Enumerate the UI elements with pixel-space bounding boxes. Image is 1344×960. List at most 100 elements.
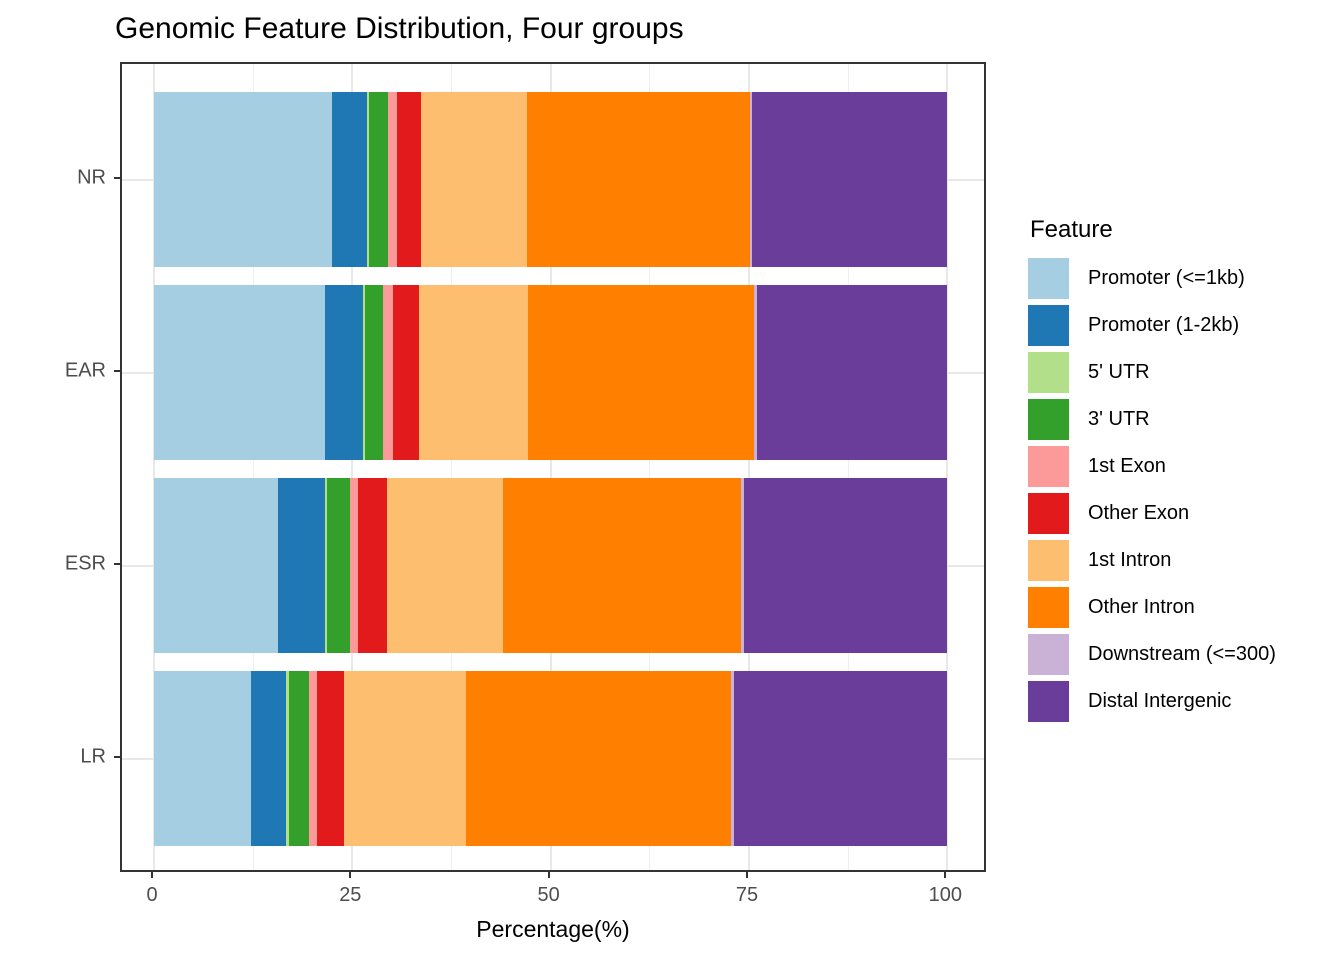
bar-segment xyxy=(325,285,363,460)
x-axis-tick-label: 0 xyxy=(146,884,158,906)
bar-segment xyxy=(366,92,369,267)
x-axis-tick xyxy=(745,872,748,878)
x-axis-tick-label: 50 xyxy=(537,884,560,906)
legend-key-swatch xyxy=(1028,540,1069,581)
legend-item: Downstream (<=300) xyxy=(1028,634,1276,675)
bar-segment xyxy=(331,92,367,267)
y-axis-tick xyxy=(114,562,120,565)
bar-row-esr xyxy=(154,478,948,653)
bar-segment xyxy=(420,92,527,267)
legend-key-swatch xyxy=(1028,681,1069,722)
bar-segment xyxy=(349,478,358,653)
legend-item-label: Promoter (<=1kb) xyxy=(1088,267,1245,289)
legend-key-swatch xyxy=(1028,258,1069,299)
bar-segment xyxy=(754,285,757,460)
legend-item: Other Intron xyxy=(1028,587,1276,628)
x-axis-tick xyxy=(944,872,947,878)
legend-item-label: Promoter (1-2kb) xyxy=(1088,314,1240,336)
bar-segment xyxy=(288,671,309,846)
legend-item: 1st Exon xyxy=(1028,446,1276,487)
legend-key-swatch xyxy=(1028,399,1069,440)
bar-segment xyxy=(396,92,421,267)
bar-segment xyxy=(317,671,345,846)
legend-item-label: 1st Intron xyxy=(1088,549,1172,571)
legend-item: Promoter (1-2kb) xyxy=(1028,305,1276,346)
bar-row-lr xyxy=(154,671,948,846)
bar-segment xyxy=(744,478,948,653)
x-axis-tick xyxy=(349,872,352,878)
bar-segment xyxy=(465,671,732,846)
legend-item-label: Downstream (<=300) xyxy=(1088,643,1276,665)
x-axis-tick-label: 25 xyxy=(339,884,362,906)
y-axis-tick xyxy=(114,755,120,758)
legend-items: Promoter (<=1kb) Promoter (1-2kb) 5' UTR 3'… xyxy=(1028,258,1276,722)
legend-key-swatch xyxy=(1028,493,1069,534)
bar-segment xyxy=(392,285,419,460)
legend-key-swatch xyxy=(1028,305,1069,346)
gridline-minor xyxy=(649,64,651,870)
plot-panel xyxy=(120,62,986,872)
bar-segment xyxy=(250,671,287,846)
y-axis-tick-label: ESR xyxy=(64,552,106,574)
gridline-major xyxy=(549,64,552,870)
legend-item-label: Other Exon xyxy=(1088,502,1190,524)
x-axis-title: Percentage(%) xyxy=(476,916,630,942)
bar-row-nr xyxy=(154,92,948,267)
legend-item-label: 1st Exon xyxy=(1088,455,1166,477)
bar-segment xyxy=(752,92,948,267)
bar-segment xyxy=(527,285,755,460)
x-axis-tick xyxy=(151,872,153,878)
bar-segment xyxy=(503,478,741,653)
gridline-major xyxy=(351,64,354,870)
legend-item-label: 5' UTR xyxy=(1088,361,1150,383)
bar-segment xyxy=(526,92,750,267)
bar-segment xyxy=(154,671,251,846)
y-axis-tick xyxy=(114,176,120,179)
gridline-major xyxy=(946,64,949,870)
bar-segment xyxy=(731,671,734,846)
legend-item-label: Other Intron xyxy=(1088,596,1195,618)
legend-item-label: 3' UTR xyxy=(1088,408,1150,430)
x-axis-tick xyxy=(547,872,550,878)
gridline-major xyxy=(747,64,750,870)
bar-segment xyxy=(357,478,388,653)
bar-segment xyxy=(756,285,948,460)
y-axis-tick xyxy=(114,369,120,372)
bar-segment xyxy=(749,92,753,267)
legend-key-swatch xyxy=(1028,634,1069,675)
gridline-minor xyxy=(450,64,452,870)
legend-title: Feature xyxy=(1030,216,1113,243)
x-axis-tick-label: 100 xyxy=(928,884,962,906)
bar-segment xyxy=(277,478,325,653)
bar-segment xyxy=(154,285,326,460)
bar-segment xyxy=(418,285,528,460)
legend-key-swatch xyxy=(1028,352,1069,393)
gridline-minor xyxy=(252,64,254,870)
y-axis-tick-label: NR xyxy=(77,166,106,188)
bar-segment xyxy=(362,285,365,460)
legend-item: Other Exon xyxy=(1028,493,1276,534)
legend-item: 3' UTR xyxy=(1028,399,1276,440)
bar-segment xyxy=(365,285,384,460)
bar-segment xyxy=(387,478,503,653)
legend-key-swatch xyxy=(1028,587,1069,628)
y-axis-tick-label: LR xyxy=(80,745,106,767)
bar-segment xyxy=(308,671,318,846)
legend-item: 1st Intron xyxy=(1028,540,1276,581)
legend-item: Distal Intergenic xyxy=(1028,681,1276,722)
bar-segment xyxy=(286,671,289,846)
legend-item: Promoter (<=1kb) xyxy=(1028,258,1276,299)
bar-segment xyxy=(154,92,332,267)
bar-segment xyxy=(733,671,948,846)
gridline-minor xyxy=(847,64,849,870)
legend-item: 5' UTR xyxy=(1028,352,1276,393)
bar-segment xyxy=(368,92,388,267)
x-axis-tick-label: 75 xyxy=(735,884,759,906)
gridline-major xyxy=(153,64,155,870)
bar-segment xyxy=(383,285,393,460)
bar-segment xyxy=(740,478,745,653)
bar-segment xyxy=(324,478,327,653)
bar-segment xyxy=(326,478,350,653)
legend-item-label: Distal Intergenic xyxy=(1088,690,1232,712)
y-axis-tick-label: EAR xyxy=(64,359,106,381)
